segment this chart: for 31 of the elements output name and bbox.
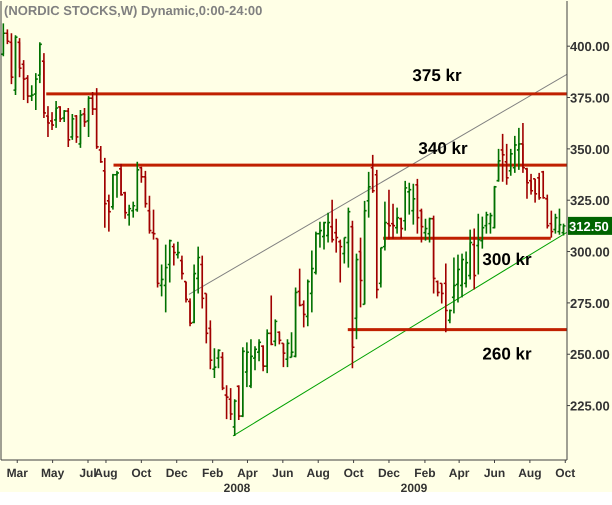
text: 2009: [400, 481, 428, 495]
x-tick-label: Aug: [306, 466, 330, 480]
x-tick-label: Aug: [518, 466, 542, 480]
x-tick-label: Oct: [555, 466, 576, 480]
x-tick-label: Jun: [272, 466, 294, 480]
series-label: 260 kr: [482, 344, 532, 364]
x-tick-label: May: [40, 466, 65, 480]
annotation: 312.50: [569, 218, 609, 234]
text: 2008: [224, 481, 251, 495]
x-tick-label: Dec: [166, 466, 188, 480]
x-tick-label: Dec: [378, 466, 400, 480]
x-tick-label: Jul: [79, 466, 97, 480]
x-tick-label: Apr: [448, 466, 470, 480]
y-tick-label: 300.00: [570, 244, 610, 260]
x-tick-label: Oct: [344, 466, 364, 480]
series-label: 340 kr: [418, 139, 468, 158]
x-tick-label: Feb: [202, 466, 224, 480]
y-tick-label: 250.00: [570, 347, 610, 362]
series-label: 375 kr: [412, 66, 462, 85]
y-tick-label: 325.00: [570, 193, 610, 208]
chart-title: (NORDIC STOCKS,W) Dynamic,0:00-24:00: [4, 3, 262, 18]
y-tick-label: 275.00: [570, 296, 610, 311]
x-tick-label: Apr: [237, 466, 258, 480]
x-tick-label: Jun: [484, 466, 506, 480]
y-tick-label: 375.00: [570, 90, 610, 106]
x-tick-label: Oct: [131, 466, 152, 480]
y-tick-label: 400.00: [570, 39, 610, 54]
x-tick-label: Mar: [6, 466, 28, 480]
y-tick-label: 225.00: [570, 398, 610, 414]
x-tick-label: Feb: [414, 466, 436, 480]
y-tick-label: 350.00: [570, 142, 610, 157]
